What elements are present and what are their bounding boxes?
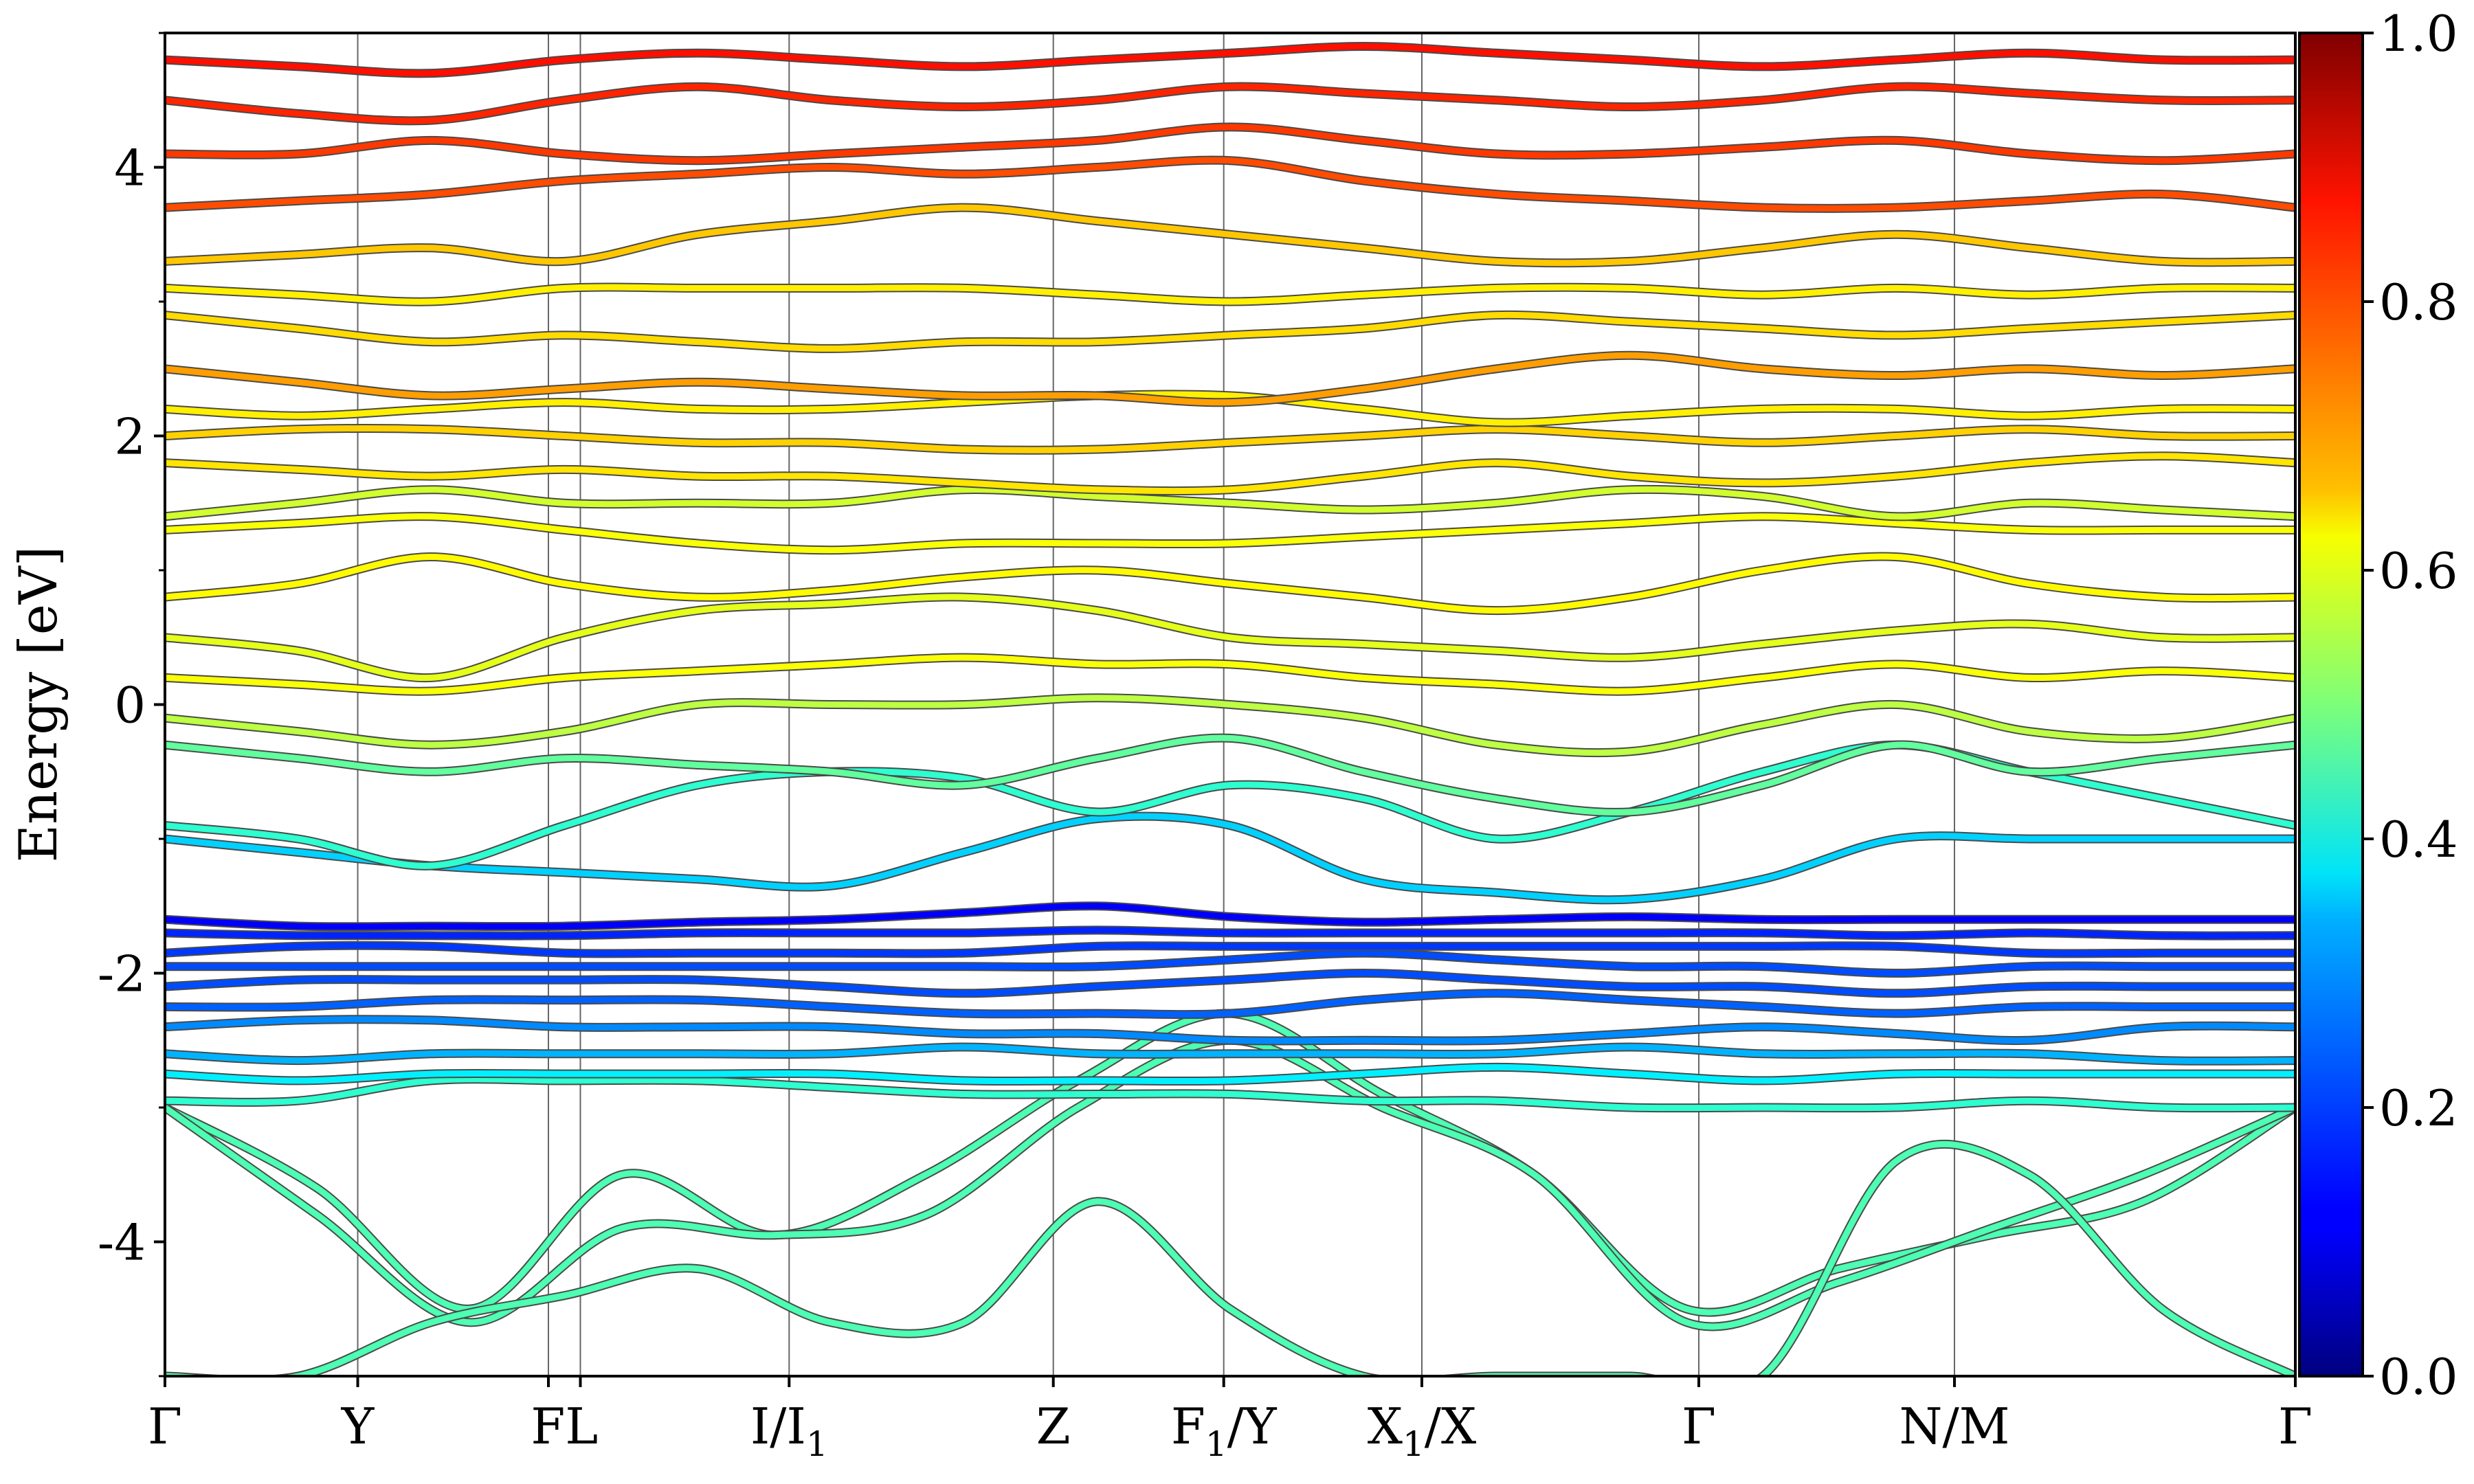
band-line	[165, 391, 2295, 426]
x-tick-label: Γ	[1682, 1397, 1716, 1455]
band-line	[165, 695, 2295, 756]
band-line	[165, 453, 2295, 495]
colorbar-tick-label: 0.0	[2379, 1348, 2458, 1406]
band-line	[165, 949, 2295, 977]
y-tick-label: 2	[114, 408, 146, 466]
band-line	[165, 903, 2295, 930]
x-tick-label: Y	[341, 1397, 375, 1455]
band-line	[165, 990, 2295, 1018]
band-line	[165, 311, 2295, 352]
x-axis: Γ Y FL I/I1 Z F1/Y X1/X Γ N/M Γ	[148, 1376, 2313, 1464]
band-line	[165, 83, 2295, 124]
band-line	[165, 43, 2295, 77]
band-line	[165, 513, 2295, 554]
band-line	[165, 1140, 2295, 1376]
x-tick-label: Γ	[148, 1397, 182, 1455]
band-line	[165, 553, 2295, 614]
band-line	[165, 927, 2295, 939]
y-axis-title: Energy [eV]	[8, 546, 69, 863]
y-tick-label: -4	[98, 1214, 146, 1272]
band-line	[165, 425, 2295, 453]
colorbar-tick-label: 0.2	[2379, 1079, 2458, 1137]
band-line	[165, 734, 2295, 816]
band-line	[165, 352, 2295, 406]
colorbar-gradient	[2298, 32, 2364, 1378]
band-line	[165, 204, 2295, 267]
colorbar-tick-label: 0.6	[2379, 542, 2458, 600]
band-line	[165, 813, 2295, 903]
band-line	[165, 486, 2295, 520]
band-line	[165, 1044, 2295, 1064]
x-tick-label: I/I1	[750, 1397, 828, 1464]
band-line	[165, 124, 2295, 164]
x-tick-label: Γ	[2278, 1397, 2313, 1455]
band-line	[165, 654, 2295, 695]
colorbar-tick-label: 0.4	[2379, 811, 2458, 868]
band-line	[165, 1064, 2295, 1085]
y-tick-label: -2	[98, 945, 146, 1003]
colorbar-tick-label: 0.8	[2379, 273, 2458, 331]
x-tick-label: N/M	[1899, 1397, 2010, 1455]
band-line	[165, 1016, 2295, 1044]
x-tick-label: Z	[1036, 1397, 1071, 1455]
x-tick-label: FL	[531, 1397, 598, 1455]
colorbar: 0.0 0.2 0.4 0.6 0.8 1.0	[2298, 5, 2458, 1406]
band-line	[165, 594, 2295, 682]
bands	[165, 41, 2295, 1376]
band-line	[165, 284, 2295, 305]
y-tick-label: 4	[114, 139, 146, 197]
x-tick-label: F1/Y	[1171, 1397, 1278, 1464]
x-tick-label: X1/X	[1368, 1397, 1477, 1464]
band-line	[165, 969, 2295, 997]
colorbar-ticks: 0.0 0.2 0.4 0.6 0.8 1.0	[2363, 5, 2458, 1406]
band-line	[165, 1076, 2295, 1112]
colorbar-tick-label: 1.0	[2379, 5, 2458, 63]
band-line	[165, 157, 2295, 212]
y-tick-label: 0	[114, 677, 146, 734]
band-line	[165, 942, 2295, 957]
y-axis: -4 -2 0 2 4	[98, 32, 165, 1378]
